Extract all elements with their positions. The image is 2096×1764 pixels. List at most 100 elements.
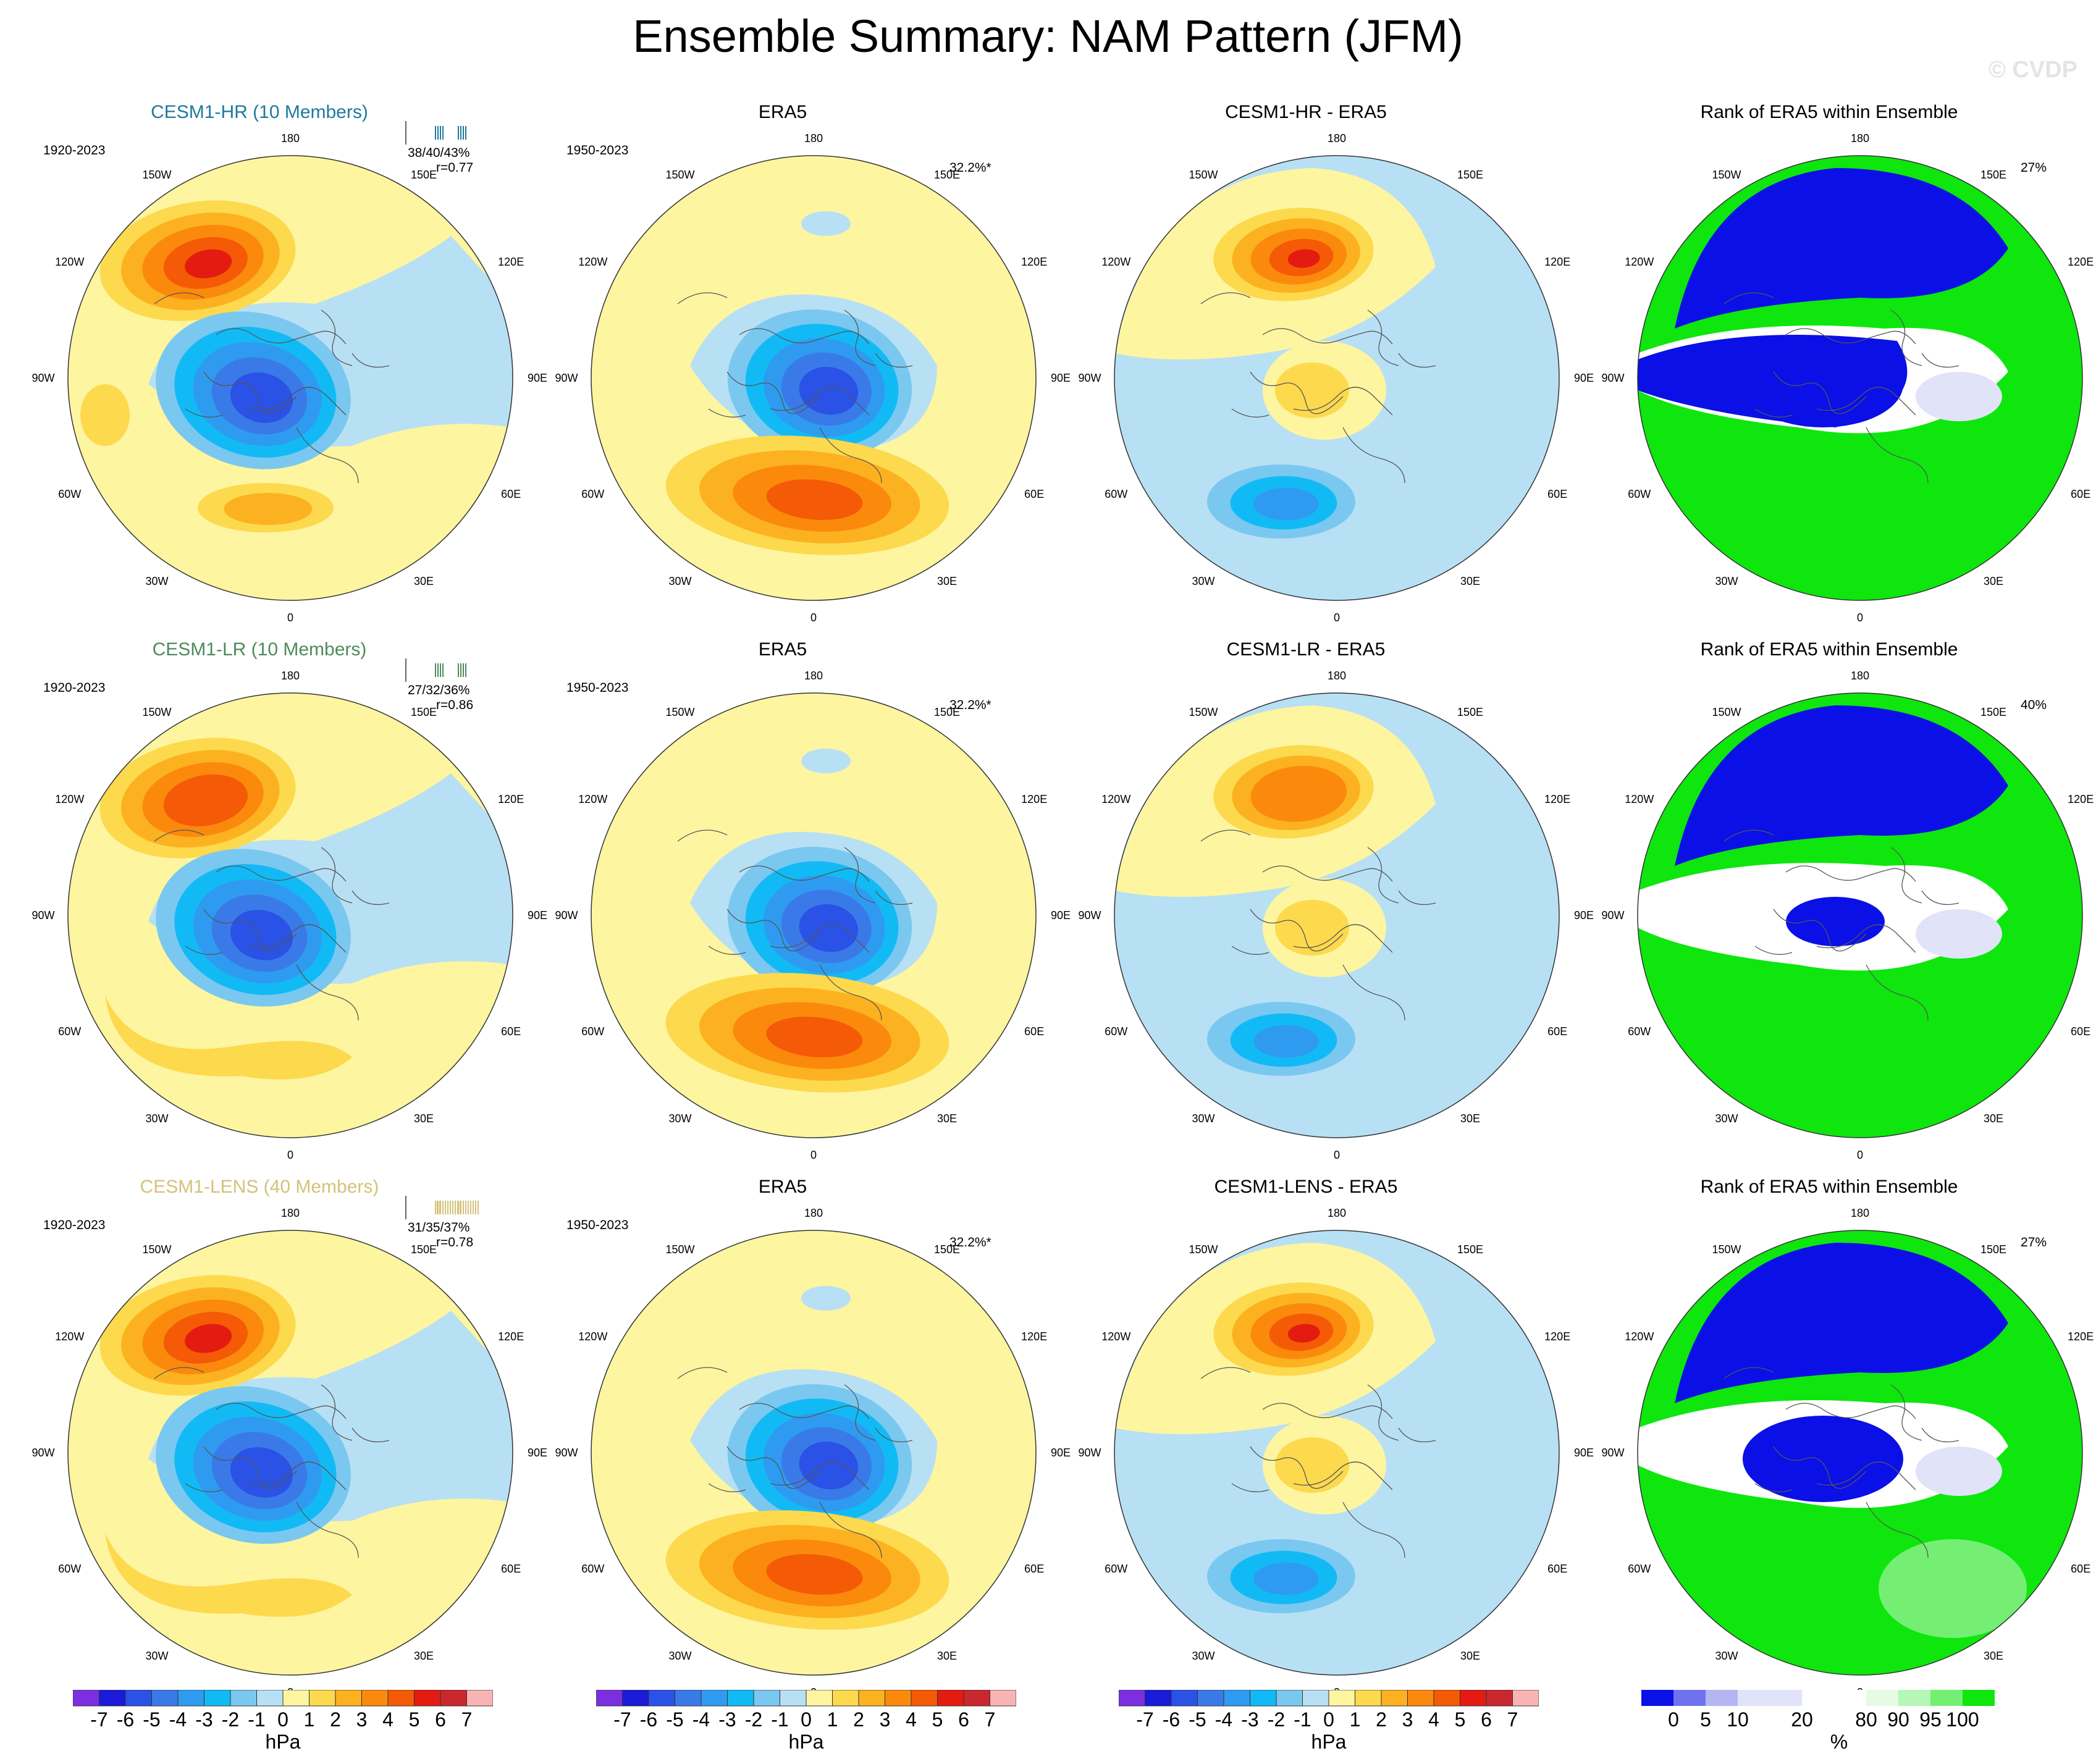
colorbar-swatch bbox=[1738, 1690, 1802, 1706]
coastline bbox=[351, 353, 390, 368]
lon-label-lr_inner: 60E bbox=[2071, 1025, 2091, 1038]
coastline bbox=[1231, 408, 1269, 418]
lon-label-ll_inner: 60W bbox=[581, 1563, 605, 1575]
hpa-colorbar-3: -7 -6 -5 -4 -3 -2 -1 0 1 2 3 4 5 6 7 hPa bbox=[1119, 1690, 1588, 1764]
colorbar-tick-label: 0 bbox=[277, 1708, 288, 1731]
rank-light-patch bbox=[1916, 1447, 2002, 1496]
lon-label-ll_inner: 60W bbox=[1105, 1563, 1128, 1575]
coastline bbox=[726, 909, 820, 952]
colorbar-swatch bbox=[622, 1690, 649, 1707]
contour-blob bbox=[163, 774, 248, 826]
colorbar-tick-label: 95 bbox=[1919, 1708, 1942, 1731]
lon-label-top: 180 bbox=[280, 132, 300, 145]
colorbar-swatch bbox=[1866, 1690, 1898, 1706]
colorbar-tick-label: 4 bbox=[906, 1708, 917, 1731]
coastline bbox=[875, 353, 913, 368]
contour-blob bbox=[1275, 363, 1349, 418]
colorbar-swatch bbox=[701, 1690, 728, 1707]
colorbar-swatches bbox=[596, 1690, 1016, 1707]
panel-diff-row1: CESM1-HR - ERA5 180 0 150W 150E 120W 120E 90W 90… bbox=[1065, 99, 1594, 642]
colorbar-tick-label: 6 bbox=[435, 1708, 446, 1731]
lon-label-lr_inner: 60E bbox=[1547, 1025, 1568, 1038]
panel-rank-row1: Rank of ERA5 within Ensemble 180 0 150W 150E… bbox=[1588, 99, 2094, 642]
colorbar-swatch bbox=[1641, 1690, 1673, 1706]
colorbar-swatch bbox=[1898, 1690, 1930, 1706]
coastline bbox=[1367, 1384, 1399, 1441]
colorbar-tick-label: -2 bbox=[744, 1708, 763, 1731]
colorbar-swatch bbox=[1407, 1690, 1434, 1707]
lon-label-ll_inner: 60W bbox=[1628, 1025, 1651, 1038]
lon-label-bottom: 0 bbox=[287, 1149, 294, 1161]
coastline bbox=[1866, 427, 1929, 484]
colorbar-swatch bbox=[911, 1690, 938, 1707]
lon-label-ll_inner: 60W bbox=[1628, 488, 1651, 500]
colorbar-units: hPa bbox=[265, 1731, 301, 1753]
lon-label-top: 180 bbox=[804, 670, 823, 682]
polar-map bbox=[1114, 692, 1560, 1138]
lon-label-top: 180 bbox=[804, 132, 823, 145]
coastline bbox=[708, 408, 746, 418]
map-border bbox=[591, 155, 1037, 601]
explained-variance: 32.2%* bbox=[949, 1235, 991, 1250]
coastline bbox=[296, 964, 359, 1021]
colorbar-swatch bbox=[806, 1690, 833, 1707]
lon-label-lr_outer: 30E bbox=[413, 1112, 434, 1125]
colorbar-tick-label: -6 bbox=[116, 1708, 135, 1731]
lon-label-ll_inner: 60W bbox=[1105, 488, 1128, 500]
lon-label-ul_outer: 150W bbox=[1189, 1243, 1218, 1256]
coastline bbox=[321, 1384, 353, 1441]
lon-label-ur_inner: 120E bbox=[2068, 1330, 2094, 1343]
lon-label-ll_outer: 30W bbox=[1192, 1650, 1215, 1663]
lon-label-left: 90W bbox=[555, 1447, 578, 1459]
lon-label-right: 90E bbox=[527, 372, 548, 384]
rank-low-region bbox=[1675, 705, 2008, 866]
contour-blob bbox=[1253, 487, 1319, 521]
coastline bbox=[1398, 1427, 1436, 1443]
colorbar-tick-label: -5 bbox=[1189, 1708, 1206, 1731]
map-border bbox=[1114, 692, 1560, 1138]
lon-label-lr_outer: 30E bbox=[413, 575, 434, 588]
lon-label-left: 90W bbox=[1601, 1447, 1625, 1459]
lon-label-ur_inner: 120E bbox=[1544, 793, 1571, 805]
coastline bbox=[1231, 1483, 1269, 1492]
panel-title: CESM1-LR (10 Members) bbox=[152, 639, 367, 660]
lon-label-top: 180 bbox=[280, 670, 300, 682]
lon-label-ll_outer: 30W bbox=[145, 1112, 169, 1125]
colorbar-tick-label: 7 bbox=[1507, 1708, 1518, 1731]
colorbar-swatch bbox=[309, 1690, 336, 1707]
colorbar-swatch bbox=[885, 1690, 912, 1707]
coastline bbox=[321, 309, 353, 366]
lon-label-ul_outer: 150W bbox=[1712, 168, 1741, 181]
map-border bbox=[1114, 1230, 1560, 1676]
rank-low-center bbox=[1743, 1416, 1903, 1502]
colorbar-swatch bbox=[1328, 1690, 1355, 1707]
lon-label-ul_outer: 150W bbox=[665, 1243, 695, 1256]
coastline bbox=[203, 909, 297, 952]
coastline bbox=[1293, 1461, 1393, 1490]
rank-low-region bbox=[1675, 168, 2008, 329]
colorbar-tick-label: -7 bbox=[90, 1708, 108, 1731]
colorbar-swatch bbox=[963, 1690, 990, 1707]
lon-label-lr_outer: 30E bbox=[413, 1650, 434, 1663]
lon-label-ul_inner: 120W bbox=[1101, 256, 1131, 268]
colorbar-tick-label: 1 bbox=[1349, 1708, 1361, 1731]
colorbar-tick-label: 7 bbox=[984, 1708, 996, 1731]
pattern-stats: 31/35/37% bbox=[408, 1220, 470, 1235]
lon-label-lr_outer: 30E bbox=[1460, 575, 1481, 588]
lon-label-ur_outer: 150E bbox=[1980, 1243, 2007, 1256]
map-border bbox=[591, 1230, 1037, 1676]
coastline bbox=[1921, 1427, 1959, 1443]
coastline bbox=[246, 387, 347, 416]
colorbar-tick-label: -1 bbox=[1294, 1708, 1311, 1731]
colorbar-tick-label: -3 bbox=[195, 1708, 213, 1731]
colorbar-tick-label: 3 bbox=[356, 1708, 368, 1731]
contour-blob bbox=[224, 493, 313, 525]
rank-low-band bbox=[1638, 335, 1908, 427]
lon-label-ll_outer: 30W bbox=[1715, 1112, 1738, 1125]
lon-label-ur_inner: 120E bbox=[498, 256, 524, 268]
coastline bbox=[203, 371, 297, 414]
member-rug-plot bbox=[405, 121, 466, 145]
lon-label-ur_outer: 150E bbox=[1980, 705, 2007, 718]
coastline bbox=[1342, 964, 1405, 1021]
lon-label-top: 180 bbox=[1327, 1207, 1347, 1219]
